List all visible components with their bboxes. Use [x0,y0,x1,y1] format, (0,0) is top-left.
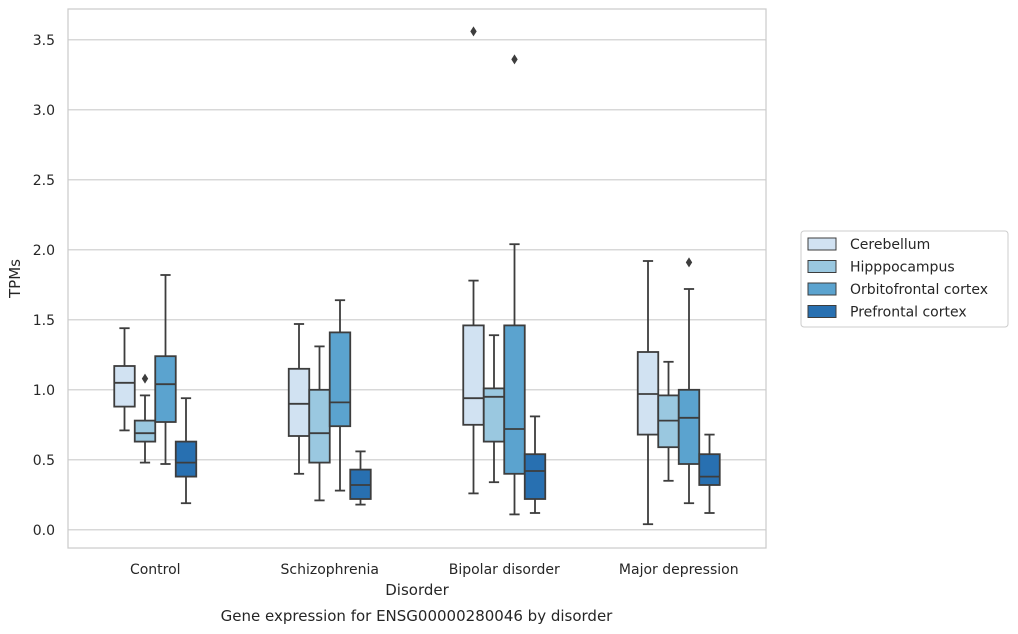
x-tick-label: Major depression [619,562,739,578]
box-cerebellum [636,260,660,526]
box-prefrontal-cortex [523,415,547,514]
box-iqr [523,453,547,500]
legend-label: Cerebellum [850,237,930,253]
box-cerebellum [462,26,485,495]
legend-label: Orbitofrontal cortex [850,282,988,298]
box-iqr [677,388,701,465]
y-gridlines [68,39,766,531]
legend-swatch [807,305,837,318]
legend-swatch [807,260,837,273]
legend-frame [800,230,1009,328]
chart-caption: Gene expression for ENSG00000280046 by d… [221,607,614,625]
box-groups [113,26,721,526]
box-hipppocampus [657,360,680,482]
box-prefrontal-cortex [174,397,198,505]
outlier-point [141,373,149,384]
y-tick-label: 2.0 [33,243,55,259]
box-iqr [113,365,136,408]
box-prefrontal-cortex [349,450,372,506]
y-tick-label: 0.0 [33,523,55,539]
legend-swatch [807,237,837,251]
box-orbitofrontal-cortex [503,54,526,516]
y-tick-label: 3.0 [33,103,55,119]
y-axis-label: TPMs [6,259,24,299]
box-iqr [462,324,485,426]
legend: Cerebellum Hipppocampus Orbitofrontal cort… [800,230,1009,328]
box-iqr [698,453,721,486]
outlier-point [511,54,518,65]
box-orbitofrontal-cortex [677,257,701,505]
y-tick-label: 1.5 [33,313,55,329]
box-hipppocampus [482,334,506,484]
x-tick-label: Bipolar disorder [449,562,560,578]
outlier-point [470,26,477,37]
x-tick-label: Control [130,562,181,578]
x-tick-label: Schizophrenia [281,562,379,578]
box-cerebellum [287,323,311,475]
box-iqr [287,367,311,437]
box-iqr [308,388,331,464]
box-iqr [174,440,198,478]
box-iqr [503,324,526,475]
legend-label: Prefrontal cortex [850,305,967,321]
legend-label: Hipppocampus [850,260,955,276]
y-tick-label: 1.0 [33,383,55,399]
y-tick-label: 0.5 [33,453,55,469]
plot-area-frame [67,8,767,549]
box-orbitofrontal-cortex [328,299,352,492]
x-axis-label: Disorder [385,581,449,599]
box-orbitofrontal-cortex [154,274,177,465]
x-tick-labels: Control Schizophrenia Bipolar disorder Majo… [130,562,739,578]
box-hipppocampus [308,345,331,502]
box-iqr [328,331,352,428]
box-iqr [154,355,177,423]
legend-swatch [807,282,837,296]
y-tick-label: 3.5 [33,33,55,49]
box-iqr [133,419,157,443]
y-tick-labels: 0.0 0.5 1.0 1.5 2.0 2.5 3.0 3.5 [33,33,55,539]
box-cerebellum [113,327,136,432]
box-hipppocampus [133,373,157,464]
y-tick-label: 2.5 [33,173,55,189]
box-prefrontal-cortex [698,433,721,514]
outlier-point [685,257,693,268]
